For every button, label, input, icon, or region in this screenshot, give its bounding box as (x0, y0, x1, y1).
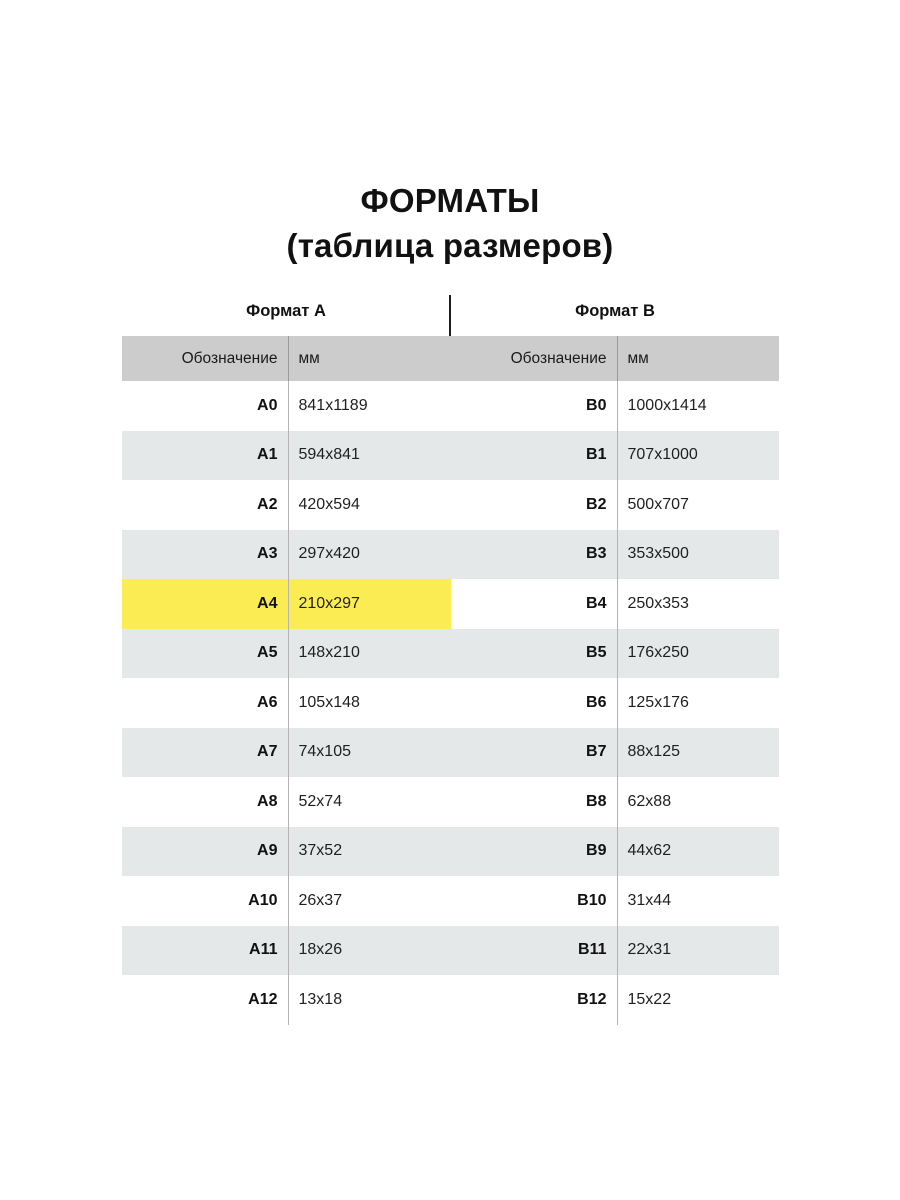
cell-designation-a: A9 (122, 826, 289, 876)
table-body: A0 841x1189 B0 1000x1414 A1 594x841 B1 707x1000… (122, 381, 779, 1025)
cell-mm-b: 88x125 (617, 727, 779, 777)
page-title: ФОРМАТЫ (таблица размеров) (0, 178, 900, 268)
cell-mm-a: 105x148 (288, 678, 451, 728)
cell-designation-a: A5 (122, 628, 289, 678)
table-row: A10 26x37 B10 31x44 (122, 876, 779, 926)
cell-mm-a: 74x105 (288, 727, 451, 777)
cell-mm-a: 420x594 (288, 480, 451, 530)
cell-designation-a: A7 (122, 727, 289, 777)
cell-mm-b: 250x353 (617, 579, 779, 629)
cell-mm-b: 44x62 (617, 826, 779, 876)
section-heading-format-b: Формат B (575, 302, 655, 320)
table-row: A5 148x210 B5 176x250 (122, 628, 779, 678)
cell-mm-a: 13x18 (288, 975, 451, 1025)
table-row: A8 52x74 B8 62x88 (122, 777, 779, 827)
cell-mm-a: 594x841 (288, 430, 451, 480)
cell-mm-a: 37x52 (288, 826, 451, 876)
cell-designation-b: B1 (451, 430, 618, 480)
cell-designation-a: A1 (122, 430, 289, 480)
cell-designation-b: B10 (451, 876, 618, 926)
cell-mm-b: 176x250 (617, 628, 779, 678)
cell-designation-a: A2 (122, 480, 289, 530)
cell-mm-a: 210x297 (288, 579, 451, 629)
cell-mm-a: 841x1189 (288, 381, 451, 431)
cell-designation-b: B7 (451, 727, 618, 777)
table-row: A3 297x420 B3 353x500 (122, 529, 779, 579)
table-row: A1 594x841 B1 707x1000 (122, 430, 779, 480)
column-header-designation-b: Обозначение (451, 336, 618, 381)
table-row: A2 420x594 B2 500x707 (122, 480, 779, 530)
page-title-line-2: (таблица размеров) (286, 227, 614, 264)
table-row: A12 13x18 B12 15x22 (122, 975, 779, 1025)
cell-mm-a: 297x420 (288, 529, 451, 579)
cell-mm-b: 707x1000 (617, 430, 779, 480)
cell-mm-b: 353x500 (617, 529, 779, 579)
page-title-line-1: ФОРМАТЫ (360, 182, 540, 219)
cell-designation-a: A4 (122, 579, 289, 629)
cell-mm-a: 148x210 (288, 628, 451, 678)
column-header-designation-a: Обозначение (122, 336, 289, 381)
cell-mm-b: 15x22 (617, 975, 779, 1025)
table-row: A4 210x297 B4 250x353 (122, 579, 779, 629)
table-header: Обозначение мм Обозначение мм (122, 336, 779, 381)
cell-mm-a: 52x74 (288, 777, 451, 827)
cell-designation-a: A0 (122, 381, 289, 431)
cell-designation-b: B4 (451, 579, 618, 629)
cell-designation-b: B2 (451, 480, 618, 530)
cell-mm-b: 62x88 (617, 777, 779, 827)
cell-designation-b: B8 (451, 777, 618, 827)
table-row: A0 841x1189 B0 1000x1414 (122, 381, 779, 431)
cell-designation-a: A12 (122, 975, 289, 1025)
cell-mm-a: 26x37 (288, 876, 451, 926)
cell-mm-b: 500x707 (617, 480, 779, 530)
cell-designation-b: B0 (451, 381, 618, 431)
table-row: A11 18x26 B11 22x31 (122, 925, 779, 975)
formats-table-wrapper: Обозначение мм Обозначение мм A0 841x1189… (122, 336, 779, 1025)
table-header-row: Обозначение мм Обозначение мм (122, 336, 779, 381)
cell-designation-b: B3 (451, 529, 618, 579)
cell-designation-a: A10 (122, 876, 289, 926)
cell-mm-b: 125x176 (617, 678, 779, 728)
cell-mm-a: 18x26 (288, 925, 451, 975)
section-heading-format-a: Формат A (246, 302, 326, 320)
cell-mm-b: 31x44 (617, 876, 779, 926)
table-row: A7 74x105 B7 88x125 (122, 727, 779, 777)
column-header-mm-b: мм (617, 336, 779, 381)
cell-designation-b: B5 (451, 628, 618, 678)
cell-designation-b: B11 (451, 925, 618, 975)
table-row: A6 105x148 B6 125x176 (122, 678, 779, 728)
section-headings: Формат A Формат B (122, 296, 779, 334)
cell-designation-a: A8 (122, 777, 289, 827)
cell-designation-a: A6 (122, 678, 289, 728)
cell-designation-b: B6 (451, 678, 618, 728)
table-row: A9 37x52 B9 44x62 (122, 826, 779, 876)
cell-mm-b: 22x31 (617, 925, 779, 975)
formats-table: Обозначение мм Обозначение мм A0 841x1189… (122, 336, 779, 1025)
cell-designation-a: A3 (122, 529, 289, 579)
cell-designation-b: B9 (451, 826, 618, 876)
cell-designation-a: A11 (122, 925, 289, 975)
cell-designation-b: B12 (451, 975, 618, 1025)
cell-mm-b: 1000x1414 (617, 381, 779, 431)
column-header-mm-a: мм (288, 336, 451, 381)
